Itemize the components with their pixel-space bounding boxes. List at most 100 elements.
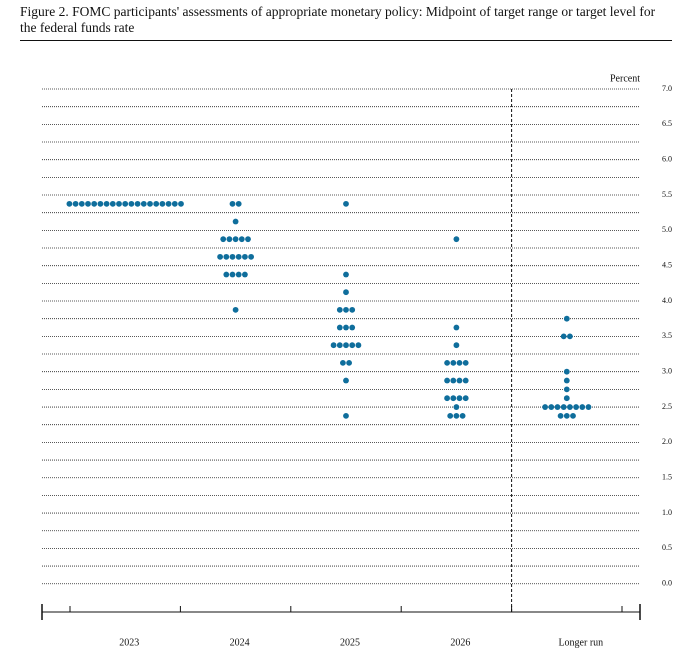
dot	[563, 395, 570, 402]
y-tick-label: 2.0	[662, 437, 672, 446]
dot	[226, 236, 233, 243]
dot	[444, 359, 450, 366]
dot	[159, 200, 166, 207]
dot	[444, 395, 450, 402]
dot	[103, 200, 110, 207]
dot	[122, 200, 129, 207]
dot	[554, 404, 561, 410]
dot	[453, 342, 460, 349]
dot	[109, 200, 116, 207]
y-tick-label: 0.0	[662, 579, 672, 588]
dot	[570, 412, 576, 419]
dot	[242, 253, 248, 260]
dot	[343, 324, 349, 331]
x-tick-label: 2024	[230, 637, 250, 648]
dot	[235, 271, 242, 278]
dot	[336, 342, 343, 349]
dot	[462, 377, 469, 384]
dot	[343, 306, 349, 313]
dot	[128, 200, 135, 207]
dot	[343, 412, 349, 419]
dot	[72, 200, 79, 207]
dot	[223, 271, 230, 278]
y-tick-label: 7.0	[662, 84, 672, 93]
dot	[343, 342, 349, 349]
dot	[153, 200, 160, 207]
dot	[349, 342, 356, 349]
x-tick-label: Longer run	[558, 637, 603, 648]
dot	[232, 236, 239, 243]
dot	[450, 377, 457, 384]
dot	[563, 377, 570, 384]
y-tick-label: 3.0	[662, 367, 672, 376]
y-tick-label: 4.5	[662, 261, 672, 270]
dot	[235, 200, 242, 207]
dot	[343, 271, 349, 278]
dot	[560, 333, 567, 340]
dot	[97, 200, 104, 207]
y-tick-label: 1.5	[662, 473, 672, 482]
dot	[563, 368, 570, 375]
dot	[223, 253, 230, 260]
dot	[238, 236, 245, 243]
dot	[456, 359, 463, 366]
dot	[453, 404, 460, 410]
dot	[349, 306, 356, 313]
dot	[349, 324, 356, 331]
dot	[453, 412, 460, 419]
dot	[78, 200, 85, 207]
y-tick-label: 6.0	[662, 155, 672, 164]
dot	[542, 404, 548, 410]
dot	[336, 306, 343, 313]
dot	[229, 253, 236, 260]
x-tick-label: 2025	[340, 637, 360, 648]
dot	[567, 404, 573, 410]
dot	[340, 359, 346, 366]
dot	[343, 377, 349, 384]
dot	[563, 315, 570, 322]
dot	[355, 342, 362, 349]
dot	[134, 200, 141, 207]
dot	[147, 200, 153, 207]
dot	[91, 200, 98, 207]
dot	[560, 404, 567, 410]
dot	[229, 271, 236, 278]
dot	[85, 200, 91, 207]
dot	[248, 253, 255, 260]
dot	[232, 218, 239, 225]
dot	[346, 359, 352, 366]
dot	[178, 200, 184, 207]
dot	[573, 404, 579, 410]
y-tick-label: 2.5	[662, 402, 672, 411]
dot	[245, 236, 251, 243]
dot	[171, 200, 178, 207]
dot	[462, 395, 469, 402]
dot	[140, 200, 147, 207]
dot	[343, 200, 349, 207]
dot	[330, 342, 337, 349]
dot	[66, 200, 73, 207]
dot	[453, 236, 460, 243]
chart-title: Figure 2. FOMC participants' assessments…	[20, 4, 672, 41]
dot	[232, 306, 239, 313]
dot	[567, 333, 573, 340]
dot	[336, 324, 343, 331]
dot	[447, 412, 454, 419]
y-tick-label: 4.0	[662, 296, 672, 305]
dot	[343, 289, 349, 296]
dot	[548, 404, 555, 410]
dot	[165, 200, 172, 207]
dot	[579, 404, 586, 410]
dot	[444, 377, 450, 384]
dot	[450, 359, 457, 366]
y-tick-label: 6.5	[662, 119, 672, 128]
dot	[563, 412, 570, 419]
y-tick-label: 5.5	[662, 190, 672, 199]
y-tick-label: 1.0	[662, 508, 672, 517]
dot	[217, 253, 224, 260]
dot	[450, 395, 457, 402]
dot	[563, 386, 570, 393]
y-tick-label: 3.5	[662, 331, 672, 340]
